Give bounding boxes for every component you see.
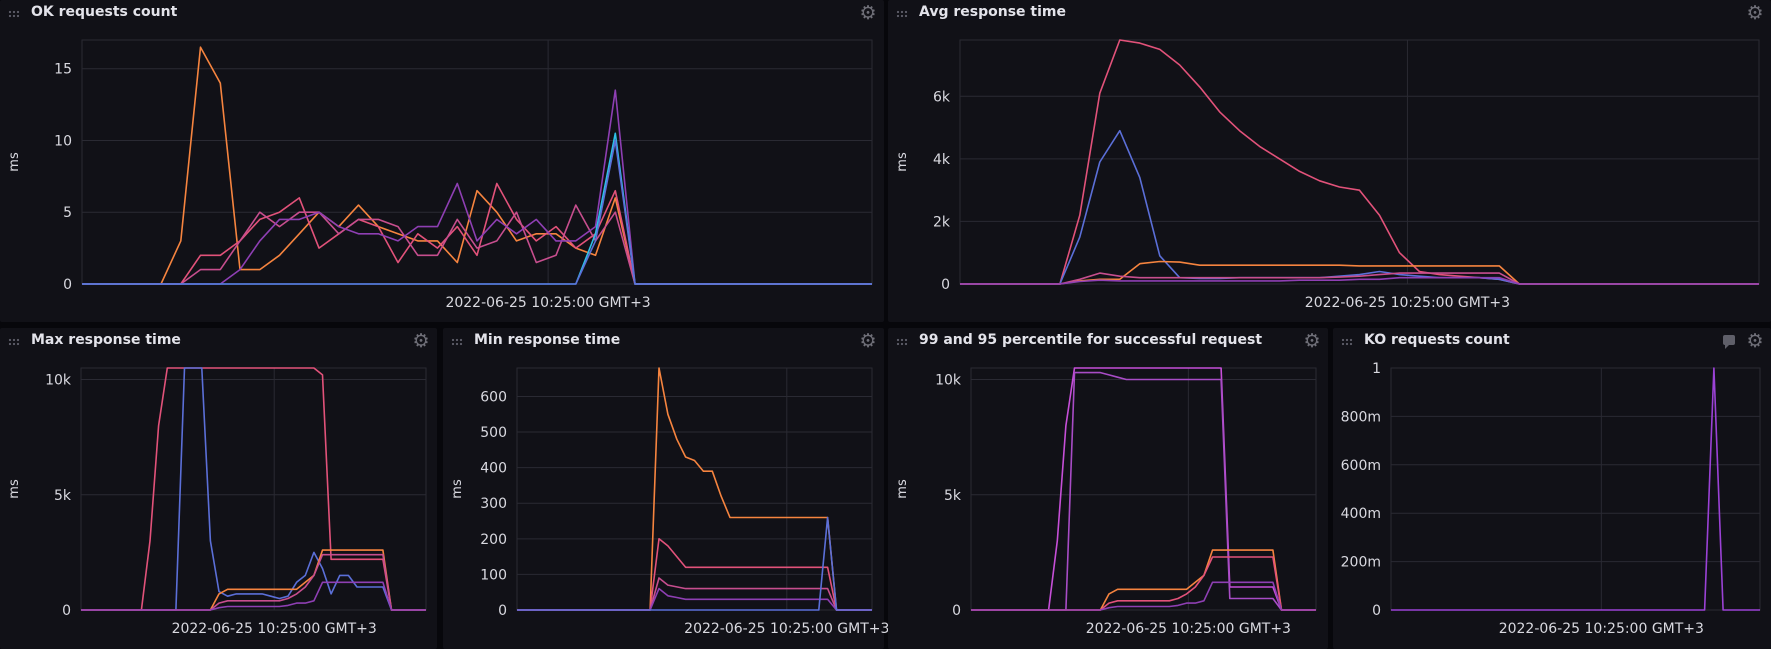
panel-header[interactable]: OK requests count ⚙ (0, 0, 884, 28)
chart-percentile: 0 5k 10k ms 2022-06-25 10:25:00 GMT+3 (895, 367, 1317, 637)
series-line[interactable] (960, 129, 1759, 285)
y-tick-label: 0 (63, 277, 72, 293)
drag-handle-icon[interactable] (8, 338, 20, 346)
y-tick-label: 2k (933, 214, 951, 230)
panel-percentile: 99 and 95 percentile for successful requ… (888, 328, 1328, 649)
panel-title[interactable]: 99 and 95 percentile for successful requ… (919, 332, 1263, 348)
y-tick-label: 0 (498, 603, 507, 619)
plot-frame (959, 39, 1760, 285)
plot-frame (516, 367, 873, 611)
y-tick-label: 0 (62, 603, 71, 619)
y-tick-label: 10 (54, 133, 72, 149)
y-axis-label: ms (895, 479, 910, 499)
panel-ok-requests-count: OK requests count ⚙ 0 5 10 15 ms 2022-06-25 1… (0, 0, 884, 322)
y-tick-label: 600 (480, 389, 507, 405)
gear-icon[interactable]: ⚙ (859, 2, 877, 24)
drag-handle-icon[interactable] (8, 10, 20, 18)
y-axis-label: ms (7, 152, 22, 172)
y-tick-label: 800m (1341, 409, 1381, 425)
y-tick-label: 5 (63, 205, 72, 221)
x-tick-label: 2022-06-25 10:25:00 GMT+3 (445, 295, 650, 311)
gear-icon[interactable]: ⚙ (1746, 330, 1764, 352)
series-line[interactable] (960, 260, 1759, 285)
panel-title[interactable]: Avg response time (919, 4, 1066, 20)
chart-max-response-time: 0 5k 10k ms 2022-06-25 10:25:00 GMT+3 (7, 367, 427, 637)
x-tick-label: 2022-06-25 10:25:00 GMT+3 (1086, 621, 1291, 637)
panel-avg-response-time: Avg response time ⚙ 0 2k 4k 6k ms 2022-06-25 … (888, 0, 1771, 322)
chart-ko-requests-count: 0 200m 400m 600m 800m 1 2022-06-25 10:25:00 GM… (1341, 361, 1761, 637)
chart-ok-requests-count: 0 5 10 15 ms 2022-06-25 10:25:00 GMT+3 (7, 39, 873, 311)
y-tick-label: 5k (54, 488, 72, 504)
y-tick-label: 1 (1372, 361, 1381, 377)
gear-icon[interactable]: ⚙ (1746, 2, 1764, 24)
panel-ko-requests-count: KO requests count ⚙ 0 200m 400m 600m 800m 1 20… (1333, 328, 1771, 649)
series-line[interactable] (971, 371, 1316, 611)
y-tick-label: 6k (933, 89, 951, 105)
panel-max-response-time: Max response time ⚙ 0 5k 10k ms 2022-06-25 1… (0, 328, 437, 649)
gear-icon[interactable]: ⚙ (412, 330, 430, 352)
y-tick-label: 200 (480, 532, 507, 548)
gear-icon[interactable]: ⚙ (859, 330, 877, 352)
drag-handle-icon[interactable] (451, 338, 463, 346)
gear-icon[interactable]: ⚙ (1303, 330, 1321, 352)
plot-frame (1390, 367, 1761, 611)
y-tick-label: 300 (480, 496, 507, 512)
chart-min-response-time: 0 100 200 300 400 500 600 ms 2022-06-25 10:25:00… (450, 367, 889, 637)
y-axis-label: ms (7, 479, 22, 499)
x-tick-label: 2022-06-25 10:25:00 GMT+3 (172, 621, 377, 637)
y-tick-label: 400m (1341, 506, 1381, 522)
panel-min-response-time: Min response time ⚙ 0 100 200 300 400 500 600 m… (443, 328, 889, 649)
y-tick-label: 0 (941, 277, 950, 293)
y-axis-label: ms (450, 479, 465, 499)
y-tick-label: 100 (480, 567, 507, 583)
drag-handle-icon[interactable] (896, 10, 908, 18)
y-tick-label: 0 (1372, 603, 1381, 619)
series-line[interactable] (971, 581, 1316, 611)
panel-header[interactable]: KO requests count ⚙ (1333, 328, 1771, 356)
panel-header[interactable]: 99 and 95 percentile for successful requ… (888, 328, 1328, 356)
y-axis-label: ms (895, 152, 910, 172)
plot-frame (80, 367, 427, 611)
y-tick-label: 600m (1341, 458, 1381, 474)
y-tick-label: 200m (1341, 555, 1381, 571)
panel-title[interactable]: OK requests count (31, 4, 178, 20)
panel-title[interactable]: Max response time (31, 332, 181, 348)
x-tick-label: 2022-06-25 10:25:00 GMT+3 (684, 621, 889, 637)
series-line[interactable] (82, 132, 872, 285)
series-line[interactable] (960, 39, 1759, 285)
series-line[interactable] (82, 139, 872, 285)
y-tick-label: 0 (952, 603, 961, 619)
plot-frame (970, 367, 1317, 611)
series-line[interactable] (960, 276, 1759, 285)
y-tick-label: 4k (933, 152, 951, 168)
series-line[interactable] (1391, 367, 1760, 611)
series-line[interactable] (81, 367, 426, 611)
y-tick-label: 400 (480, 461, 507, 477)
drag-handle-icon[interactable] (896, 338, 908, 346)
panel-header[interactable]: Avg response time ⚙ (888, 0, 1771, 28)
y-tick-label: 10k (45, 373, 72, 389)
series-line[interactable] (971, 367, 1316, 611)
panel-header[interactable]: Min response time ⚙ (443, 328, 884, 356)
y-tick-label: 5k (944, 488, 962, 504)
chart-avg-response-time: 0 2k 4k 6k ms 2022-06-25 10:25:00 GMT+3 (895, 39, 1760, 311)
panel-title[interactable]: Min response time (474, 332, 621, 348)
x-tick-label: 2022-06-25 10:25:00 GMT+3 (1305, 295, 1510, 311)
comment-icon[interactable] (1723, 335, 1735, 349)
panel-header[interactable]: Max response time ⚙ (0, 328, 437, 356)
series-line[interactable] (81, 367, 426, 611)
drag-handle-icon[interactable] (1341, 338, 1353, 346)
series-line[interactable] (81, 581, 426, 611)
series-line[interactable] (517, 367, 872, 611)
panel-title[interactable]: KO requests count (1364, 332, 1510, 348)
x-tick-label: 2022-06-25 10:25:00 GMT+3 (1499, 621, 1704, 637)
y-tick-label: 500 (480, 425, 507, 441)
series-line[interactable] (517, 516, 872, 611)
series-line[interactable] (971, 556, 1316, 611)
series-line[interactable] (82, 204, 872, 285)
y-tick-label: 10k (935, 373, 962, 389)
y-tick-label: 15 (54, 62, 72, 78)
